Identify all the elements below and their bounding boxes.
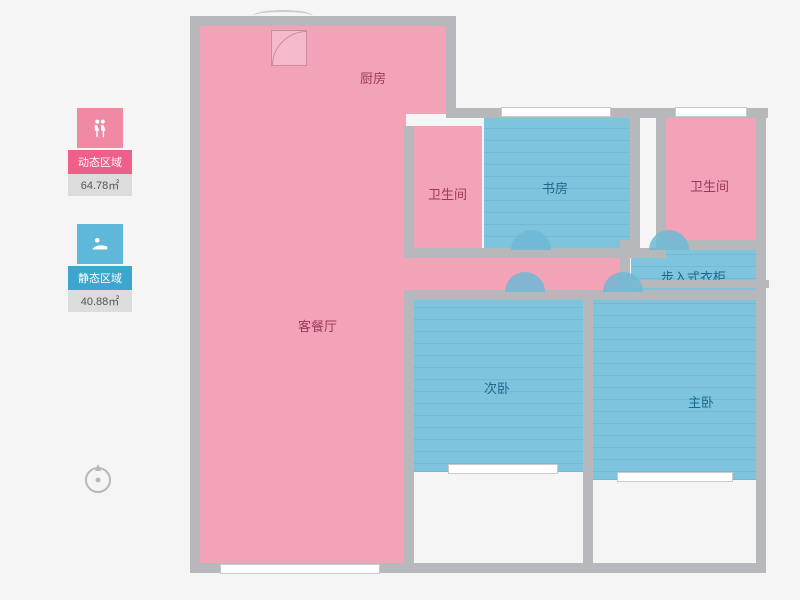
window [617, 472, 733, 482]
wall [583, 298, 593, 570]
wall [446, 16, 456, 116]
wall [190, 16, 200, 573]
room-study: 书房 [484, 118, 631, 249]
room-master: 主卧 [593, 300, 757, 472]
room-label-kitchen: 厨房 [360, 68, 386, 87]
entry-door-arc [253, 10, 313, 22]
room-bed2: 次卧 [414, 300, 584, 464]
room-bath1: 卫生间 [414, 126, 482, 250]
room-label-bath1: 卫生间 [428, 184, 467, 203]
room-kitchen: 厨房 [315, 26, 447, 114]
window [220, 564, 380, 574]
legend-static: 静态区域 40.88㎡ [68, 224, 132, 312]
legend-dynamic-value: 64.78㎡ [68, 174, 132, 196]
window [675, 107, 747, 117]
wall [629, 280, 769, 288]
room-label-bath2: 卫生间 [690, 176, 729, 195]
legend-static-label: 静态区域 [68, 266, 132, 290]
room-label-living_dining: 客餐厅 [298, 316, 337, 335]
legend-dynamic-label: 动态区域 [68, 150, 132, 174]
wall [404, 126, 414, 256]
wall [404, 290, 414, 470]
people-icon [77, 108, 123, 148]
room-bath2: 卫生间 [666, 118, 757, 242]
window [501, 107, 611, 117]
compass-icon [80, 460, 116, 496]
wall [656, 108, 666, 248]
door-swing [271, 30, 307, 66]
legend: 动态区域 64.78㎡ 静态区域 40.88㎡ [68, 108, 132, 340]
room-label-master: 主卧 [688, 392, 714, 411]
wall [190, 16, 452, 26]
wall [404, 462, 414, 573]
window [448, 464, 558, 474]
floorplan: 客餐厅厨房卫生间卫生间书房步入式衣柜次卧主卧 [175, 8, 780, 578]
legend-static-value: 40.88㎡ [68, 290, 132, 312]
rest-icon [77, 224, 123, 264]
wall [756, 116, 766, 573]
room-label-study: 书房 [542, 178, 568, 197]
wall [630, 108, 640, 248]
room-label-bed2: 次卧 [484, 378, 510, 397]
legend-dynamic: 动态区域 64.78㎡ [68, 108, 132, 196]
